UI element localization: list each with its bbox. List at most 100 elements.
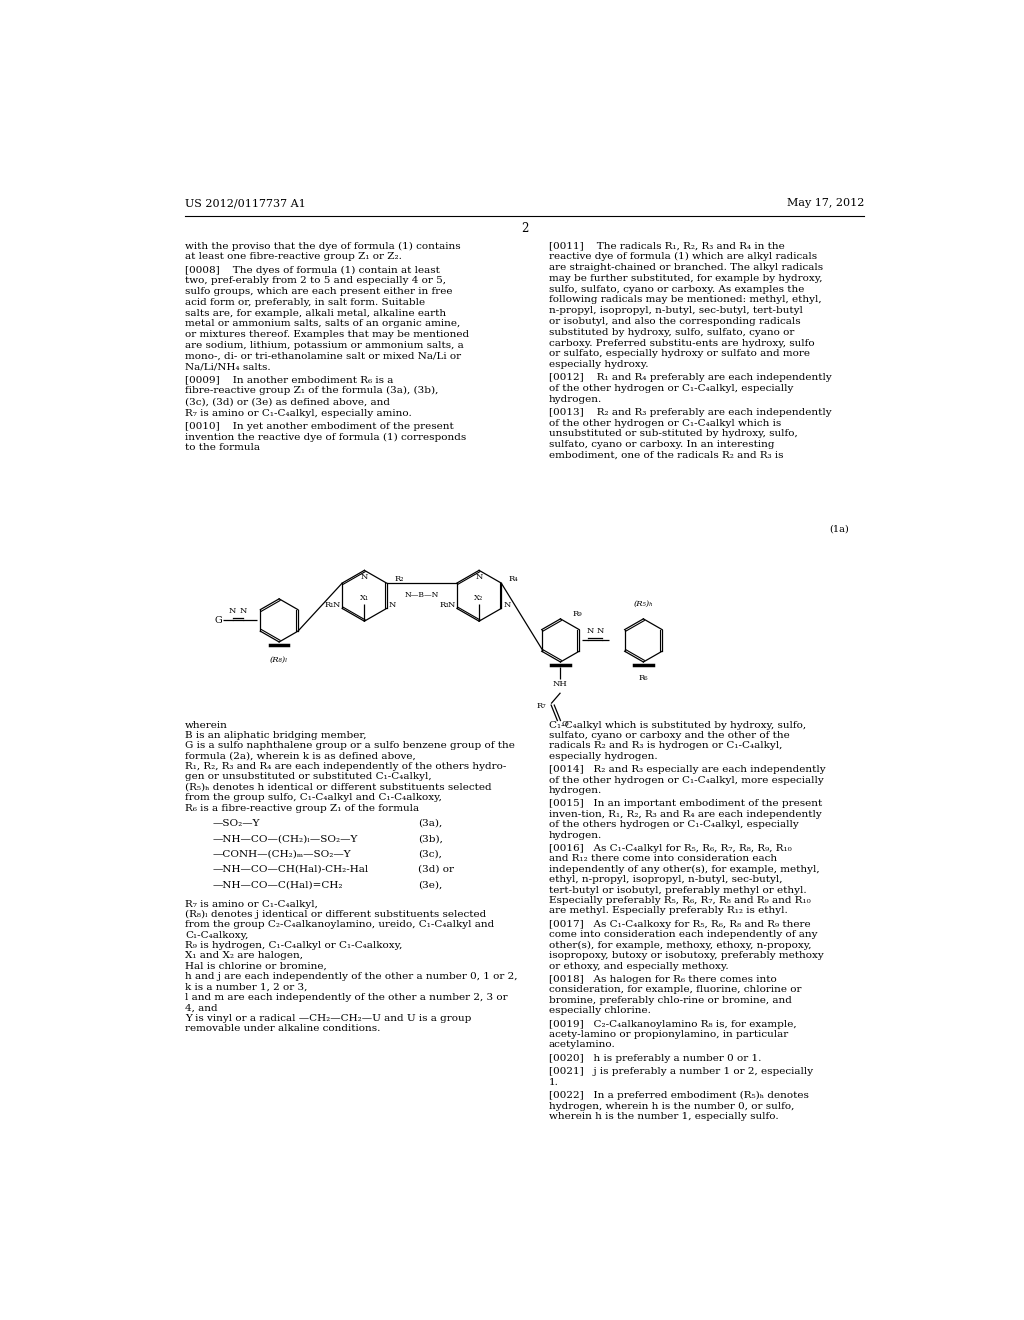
Text: (3c), (3d) or (3e) as defined above, and: (3c), (3d) or (3e) as defined above, and (185, 397, 390, 407)
Text: hydrogen.: hydrogen. (549, 785, 602, 795)
Text: of the other hydrogen or C₁-C₄alkyl, especially: of the other hydrogen or C₁-C₄alkyl, esp… (549, 384, 793, 393)
Text: hydrogen, wherein h is the number 0, or sulfo,: hydrogen, wherein h is the number 0, or … (549, 1102, 794, 1110)
Text: may be further substituted, for example by hydroxy,: may be further substituted, for example … (549, 275, 822, 282)
Text: May 17, 2012: May 17, 2012 (787, 198, 864, 209)
Text: —NH—CO—CH(Hal)-CH₂-Hal: —NH—CO—CH(Hal)-CH₂-Hal (212, 865, 369, 874)
Text: sulfato, cyano or carboxy. In an interesting: sulfato, cyano or carboxy. In an interes… (549, 441, 774, 449)
Text: 1.: 1. (549, 1077, 558, 1086)
Text: isopropoxy, butoxy or isobutoxy, preferably methoxy: isopropoxy, butoxy or isobutoxy, prefera… (549, 952, 823, 960)
Text: formula (2a), wherein k is as defined above,: formula (2a), wherein k is as defined ab… (185, 751, 416, 760)
Text: hydrogen.: hydrogen. (549, 395, 602, 404)
Text: consideration, for example, fluorine, chlorine or: consideration, for example, fluorine, ch… (549, 985, 801, 994)
Text: (R₅)ₕ: (R₅)ₕ (634, 601, 653, 609)
Text: R₃: R₃ (439, 602, 450, 610)
Text: or isobutyl, and also the corresponding radicals: or isobutyl, and also the corresponding … (549, 317, 800, 326)
Text: to the formula: to the formula (185, 444, 260, 453)
Text: 2: 2 (521, 222, 528, 235)
Text: (R₈)ₗ denotes j identical or different substituents selected: (R₈)ₗ denotes j identical or different s… (185, 909, 486, 919)
Text: two, pref-erably from 2 to 5 and especially 4 or 5,: two, pref-erably from 2 to 5 and especia… (185, 276, 446, 285)
Text: or ethoxy, and especially methoxy.: or ethoxy, and especially methoxy. (549, 961, 728, 970)
Text: k is a number 1, 2 or 3,: k is a number 1, 2 or 3, (185, 982, 307, 991)
Text: sulfato, cyano or carboxy and the other of the: sulfato, cyano or carboxy and the other … (549, 731, 790, 741)
Text: or mixtures thereof. Examples that may be mentioned: or mixtures thereof. Examples that may b… (185, 330, 469, 339)
Text: (1a): (1a) (829, 524, 849, 533)
Text: bromine, preferably chlo-rine or bromine, and: bromine, preferably chlo-rine or bromine… (549, 995, 792, 1005)
Text: following radicals may be mentioned: methyl, ethyl,: following radicals may be mentioned: met… (549, 296, 821, 305)
Text: (R₈)ₗ: (R₈)ₗ (270, 656, 288, 664)
Text: B is an aliphatic bridging member,: B is an aliphatic bridging member, (185, 731, 367, 741)
Text: ethyl, n-propyl, isopropyl, n-butyl, sec-butyl,: ethyl, n-propyl, isopropyl, n-butyl, sec… (549, 875, 782, 884)
Text: wherein h is the number 1, especially sulfo.: wherein h is the number 1, especially su… (549, 1111, 778, 1121)
Text: N: N (447, 601, 455, 609)
Text: (3a),: (3a), (418, 818, 442, 828)
Text: [0021]   j is preferably a number 1 or 2, especially: [0021] j is preferably a number 1 or 2, … (549, 1068, 813, 1076)
Text: (3e),: (3e), (418, 880, 442, 890)
Text: US 2012/0117737 A1: US 2012/0117737 A1 (185, 198, 306, 209)
Text: R₂: R₂ (394, 576, 403, 583)
Text: fibre-reactive group Z₁ of the formula (3a), (3b),: fibre-reactive group Z₁ of the formula (… (185, 387, 438, 396)
Text: N: N (360, 573, 368, 581)
Text: [0009]    In another embodiment R₆ is a: [0009] In another embodiment R₆ is a (185, 376, 393, 384)
Text: come into consideration each independently of any: come into consideration each independent… (549, 931, 817, 940)
Text: are sodium, lithium, potassium or ammonium salts, a: are sodium, lithium, potassium or ammoni… (185, 341, 464, 350)
Text: N: N (240, 607, 247, 615)
Text: (3d) or: (3d) or (418, 865, 454, 874)
Text: C₁-C₄alkoxy,: C₁-C₄alkoxy, (185, 931, 249, 940)
Text: X₂: X₂ (474, 594, 483, 602)
Text: [0018]   As halogen for R₆ there comes into: [0018] As halogen for R₆ there comes int… (549, 975, 776, 983)
Text: R₇ is amino or C₁-C₄alkyl, especially amino.: R₇ is amino or C₁-C₄alkyl, especially am… (185, 409, 412, 417)
Text: (3c),: (3c), (418, 850, 441, 858)
Text: reactive dye of formula (1) which are alkyl radicals: reactive dye of formula (1) which are al… (549, 252, 817, 261)
Text: embodiment, one of the radicals R₂ and R₃ is: embodiment, one of the radicals R₂ and R… (549, 451, 783, 459)
Text: (R₅)ₕ denotes h identical or different substituents selected: (R₅)ₕ denotes h identical or different s… (185, 783, 492, 792)
Text: acid form or, preferably, in salt form. Suitable: acid form or, preferably, in salt form. … (185, 298, 425, 306)
Text: [0014]   R₂ and R₃ especially are each independently: [0014] R₂ and R₃ especially are each ind… (549, 766, 825, 774)
Text: acetylamino.: acetylamino. (549, 1040, 615, 1049)
Text: R₆ is a fibre-reactive group Z₁ of the formula: R₆ is a fibre-reactive group Z₁ of the f… (185, 804, 419, 813)
Text: N: N (504, 601, 511, 609)
Text: tert-butyl or isobutyl, preferably methyl or ethyl.: tert-butyl or isobutyl, preferably methy… (549, 886, 806, 895)
Text: inven-tion, R₁, R₂, R₃ and R₄ are each independently: inven-tion, R₁, R₂, R₃ and R₄ are each i… (549, 810, 821, 818)
Text: [0011]    The radicals R₁, R₂, R₃ and R₄ in the: [0011] The radicals R₁, R₂, R₃ and R₄ in… (549, 242, 784, 251)
Text: —CONH—(CH₂)ₘ—SO₂—Y: —CONH—(CH₂)ₘ—SO₂—Y (212, 850, 351, 858)
Text: wherein: wherein (185, 721, 228, 730)
Text: especially hydroxy.: especially hydroxy. (549, 360, 648, 370)
Text: or sulfato, especially hydroxy or sulfato and more: or sulfato, especially hydroxy or sulfat… (549, 350, 810, 358)
Text: acety-lamino or propionylamino, in particular: acety-lamino or propionylamino, in parti… (549, 1030, 787, 1039)
Text: gen or unsubstituted or substituted C₁-C₄alkyl,: gen or unsubstituted or substituted C₁-C… (185, 772, 432, 781)
Text: G: G (214, 616, 222, 624)
Text: of the other hydrogen or C₁-C₄alkyl which is: of the other hydrogen or C₁-C₄alkyl whic… (549, 418, 781, 428)
Text: (3b),: (3b), (418, 834, 442, 843)
Text: N: N (229, 607, 237, 615)
Text: salts are, for example, alkali metal, alkaline earth: salts are, for example, alkali metal, al… (185, 309, 446, 318)
Text: R₆: R₆ (639, 675, 648, 682)
Text: at least one fibre-reactive group Z₁ or Z₂.: at least one fibre-reactive group Z₁ or … (185, 252, 402, 261)
Text: [0010]    In yet another embodiment of the present: [0010] In yet another embodiment of the … (185, 422, 454, 430)
Text: R₇ is amino or C₁-C₄alkyl,: R₇ is amino or C₁-C₄alkyl, (185, 899, 318, 908)
Text: G is a sulfo naphthalene group or a sulfo benzene group of the: G is a sulfo naphthalene group or a sulf… (185, 742, 515, 750)
Text: especially hydrogen.: especially hydrogen. (549, 751, 657, 760)
Text: are straight-chained or branched. The alkyl radicals: are straight-chained or branched. The al… (549, 263, 822, 272)
Text: with the proviso that the dye of formula (1) contains: with the proviso that the dye of formula… (185, 242, 461, 251)
Text: O: O (562, 721, 569, 729)
Text: hydrogen.: hydrogen. (549, 830, 602, 840)
Text: [0019]   C₂-C₄alkanoylamino R₈ is, for example,: [0019] C₂-C₄alkanoylamino R₈ is, for exa… (549, 1019, 797, 1028)
Text: N—B—N: N—B—N (404, 591, 439, 599)
Text: n-propyl, isopropyl, n-butyl, sec-butyl, tert-butyl: n-propyl, isopropyl, n-butyl, sec-butyl,… (549, 306, 803, 315)
Text: from the group sulfo, C₁-C₄alkyl and C₁-C₄alkoxy,: from the group sulfo, C₁-C₄alkyl and C₁-… (185, 793, 442, 803)
Text: sulfo groups, which are each present either in free: sulfo groups, which are each present eit… (185, 286, 453, 296)
Text: Hal is chlorine or bromine,: Hal is chlorine or bromine, (185, 962, 327, 972)
Text: substituted by hydroxy, sulfo, sulfato, cyano or: substituted by hydroxy, sulfo, sulfato, … (549, 327, 794, 337)
Text: carboxy. Preferred substitu-ents are hydroxy, sulfo: carboxy. Preferred substitu-ents are hyd… (549, 339, 814, 347)
Text: —NH—CO—(CH₂)ₗ—SO₂—Y: —NH—CO—(CH₂)ₗ—SO₂—Y (212, 834, 357, 843)
Text: N: N (597, 627, 604, 635)
Text: —NH—CO—C(Hal)=CH₂: —NH—CO—C(Hal)=CH₂ (212, 880, 343, 890)
Text: N: N (475, 573, 482, 581)
Text: [0012]    R₁ and R₄ preferably are each independently: [0012] R₁ and R₄ preferably are each ind… (549, 374, 831, 383)
Text: Especially preferably R₅, R₆, R₇, R₈ and R₉ and R₁₀: Especially preferably R₅, R₆, R₇, R₈ and… (549, 896, 810, 906)
Text: are methyl. Especially preferably R₁₂ is ethyl.: are methyl. Especially preferably R₁₂ is… (549, 907, 787, 916)
Text: unsubstituted or sub-stituted by hydroxy, sulfo,: unsubstituted or sub-stituted by hydroxy… (549, 429, 798, 438)
Text: removable under alkaline conditions.: removable under alkaline conditions. (185, 1024, 381, 1034)
Text: R₉: R₉ (572, 610, 583, 618)
Text: R₁: R₁ (325, 602, 335, 610)
